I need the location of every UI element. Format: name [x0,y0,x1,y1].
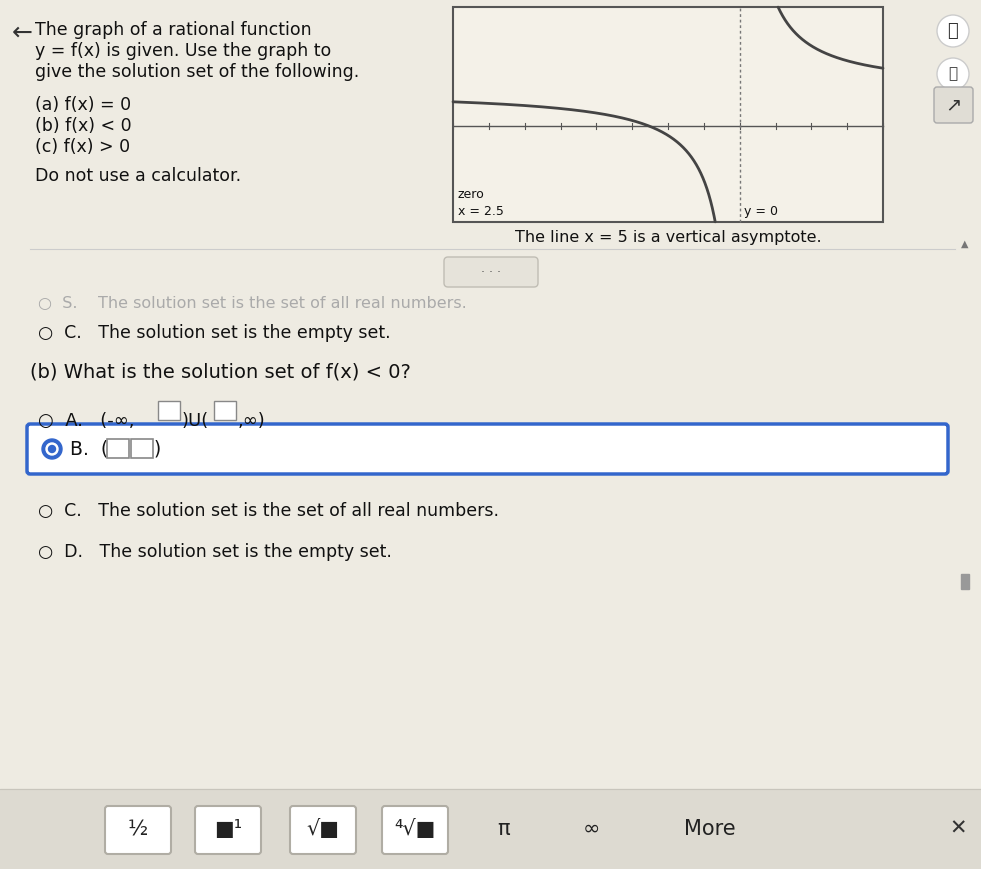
Text: ✕: ✕ [950,819,966,839]
Text: give the solution set of the following.: give the solution set of the following. [35,63,359,81]
Text: ■¹: ■¹ [214,819,242,839]
Text: ○  D.   The solution set is the empty set.: ○ D. The solution set is the empty set. [38,543,391,561]
Text: √■: √■ [306,819,339,839]
FancyBboxPatch shape [934,87,973,123]
Text: ): ) [154,440,161,459]
Text: B.  (: B. ( [70,440,108,459]
Text: ←: ← [12,21,32,45]
Text: (b) f(x) < 0: (b) f(x) < 0 [35,117,131,135]
Text: y = f(x) is given. Use the graph to: y = f(x) is given. Use the graph to [35,42,332,60]
Text: ,∞): ,∞) [238,412,266,430]
Circle shape [937,58,969,90]
Text: ½: ½ [128,819,148,839]
Text: ▲: ▲ [961,239,969,249]
Text: ○  A.   (-∞,: ○ A. (-∞, [38,412,134,430]
Text: ○  C.   The solution set is the set of all real numbers.: ○ C. The solution set is the set of all … [38,502,499,520]
Text: ↗: ↗ [945,96,961,115]
Text: The graph of a rational function: The graph of a rational function [35,21,312,39]
Circle shape [937,15,969,47]
Text: ○  S.    The solution set is the set of all real numbers.: ○ S. The solution set is the set of all … [38,296,467,311]
Text: 🔍: 🔍 [948,22,958,40]
Bar [214,401,236,420]
Text: π: π [497,819,510,839]
Text: The line x = 5 is a vertical asymptote.: The line x = 5 is a vertical asymptote. [515,230,821,245]
FancyBboxPatch shape [105,806,171,854]
Bar [158,401,180,420]
FancyBboxPatch shape [290,806,356,854]
Text: · · ·: · · · [481,266,501,278]
FancyBboxPatch shape [382,806,448,854]
Text: y = 0: y = 0 [744,205,778,218]
Bar [131,439,153,458]
Bar [0,789,981,869]
Bar [453,7,883,222]
Circle shape [48,446,56,453]
Text: Do not use a calculator.: Do not use a calculator. [35,167,241,185]
Text: ⁴√■: ⁴√■ [394,819,436,839]
Text: (c) f(x) > 0: (c) f(x) > 0 [35,138,130,156]
Text: ∞: ∞ [583,819,599,839]
Circle shape [46,443,58,455]
FancyBboxPatch shape [195,806,261,854]
FancyBboxPatch shape [444,257,538,287]
Text: zero
x = 2.5: zero x = 2.5 [458,188,504,218]
Text: ○  C.   The solution set is the empty set.: ○ C. The solution set is the empty set. [38,324,390,342]
Text: )U(: )U( [182,412,209,430]
Bar [107,439,129,458]
Text: More: More [684,819,736,839]
Text: (a) f(x) = 0: (a) f(x) = 0 [35,96,131,114]
Bar [961,574,969,589]
FancyBboxPatch shape [27,424,948,474]
Text: 🔍: 🔍 [949,67,957,82]
Circle shape [42,439,62,459]
Text: (b) What is the solution set of f(x) < 0?: (b) What is the solution set of f(x) < 0… [30,363,411,382]
